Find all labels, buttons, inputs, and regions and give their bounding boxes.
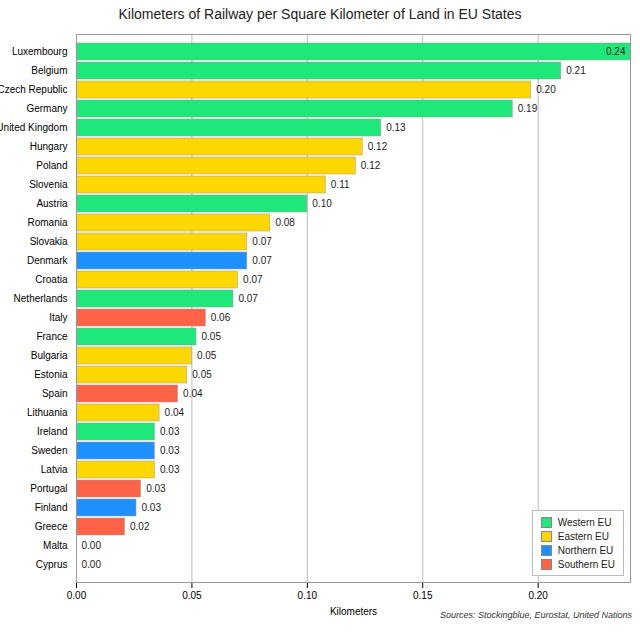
html-text:Western EU: Western EU (557, 516, 612, 528)
svg-text:Luxembourg: Luxembourg (12, 46, 68, 57)
svg-text:Finland: Finland (35, 502, 68, 513)
svg-text:0.07: 0.07 (252, 236, 272, 247)
svg-text:Ireland: Ireland (37, 426, 68, 437)
svg-text:0.12: 0.12 (368, 141, 388, 152)
svg-text:France: France (36, 331, 68, 342)
svg-text:Spain: Spain (42, 388, 68, 399)
svg-text:0.04: 0.04 (165, 407, 185, 418)
svg-text:Hungary: Hungary (30, 141, 68, 152)
html-text:Kilometers of Railway per Squa: Kilometers of Railway per Square Kilomet… (118, 6, 522, 22)
svg-text:0.06: 0.06 (211, 312, 231, 323)
svg-text:Slovenia: Slovenia (29, 179, 68, 190)
svg-text:0.00: 0.00 (82, 559, 102, 570)
svg-text:Estonia: Estonia (34, 369, 68, 380)
svg-text:0.20: 0.20 (528, 590, 548, 601)
svg-text:0.04: 0.04 (183, 388, 203, 399)
svg-text:Portugal: Portugal (30, 483, 67, 494)
svg-text:Italy: Italy (49, 312, 67, 323)
html-text:Northern EU: Northern EU (557, 544, 614, 556)
svg-text:Lithuania: Lithuania (27, 407, 68, 418)
svg-text:United Kingdom: United Kingdom (0, 122, 68, 133)
svg-text:0.02: 0.02 (130, 521, 150, 532)
svg-text:Kilometers: Kilometers (330, 606, 377, 617)
svg-text:Bulgaria: Bulgaria (31, 350, 68, 361)
svg-text:Czech Republic: Czech Republic (0, 84, 68, 95)
svg-text:0.10: 0.10 (298, 590, 318, 601)
svg-text:0.21: 0.21 (566, 65, 586, 76)
svg-text:0.03: 0.03 (160, 426, 180, 437)
svg-text:Austria: Austria (36, 198, 68, 209)
svg-text:0.05: 0.05 (182, 590, 202, 601)
svg-text:0.12: 0.12 (361, 160, 381, 171)
html-text:Sources: Stockingblue, Eurosta: Sources: Stockingblue, Eurostat, United … (439, 610, 632, 620)
svg-text:0.05: 0.05 (192, 369, 212, 380)
svg-text:0.03: 0.03 (146, 483, 166, 494)
svg-text:Slovakia: Slovakia (30, 236, 68, 247)
svg-text:0.00: 0.00 (82, 540, 102, 551)
svg-text:Poland: Poland (36, 160, 67, 171)
svg-text:Latvia: Latvia (41, 464, 68, 475)
svg-text:Germany: Germany (26, 103, 67, 114)
svg-text:Malta: Malta (43, 540, 68, 551)
svg-text:0.13: 0.13 (386, 122, 406, 133)
svg-text:0.07: 0.07 (238, 293, 258, 304)
svg-text:0.20: 0.20 (536, 84, 556, 95)
svg-text:0.05: 0.05 (197, 350, 217, 361)
svg-text:Croatia: Croatia (35, 274, 68, 285)
svg-text:0.03: 0.03 (142, 502, 162, 513)
html-text:Eastern EU: Eastern EU (557, 530, 609, 542)
svg-text:Romania: Romania (27, 217, 67, 228)
html-text:Southern EU: Southern EU (557, 558, 615, 570)
svg-text:Cyprus: Cyprus (36, 559, 68, 570)
svg-text:0.24: 0.24 (606, 46, 626, 57)
svg-text:0.10: 0.10 (312, 198, 332, 209)
svg-text:0.11: 0.11 (331, 179, 350, 190)
svg-text:Denmark: Denmark (27, 255, 69, 266)
svg-text:Netherlands: Netherlands (14, 293, 68, 304)
svg-text:0.03: 0.03 (160, 464, 180, 475)
svg-text:Belgium: Belgium (31, 65, 67, 76)
svg-text:0.08: 0.08 (275, 217, 295, 228)
svg-text:0.07: 0.07 (252, 255, 272, 266)
svg-text:Greece: Greece (35, 521, 68, 532)
svg-text:0.15: 0.15 (413, 590, 433, 601)
svg-text:Sweden: Sweden (31, 445, 67, 456)
svg-text:0.19: 0.19 (518, 103, 538, 114)
svg-text:0.03: 0.03 (160, 445, 180, 456)
svg-text:0.05: 0.05 (202, 331, 222, 342)
svg-text:0.07: 0.07 (243, 274, 263, 285)
svg-text:0.00: 0.00 (67, 590, 87, 601)
